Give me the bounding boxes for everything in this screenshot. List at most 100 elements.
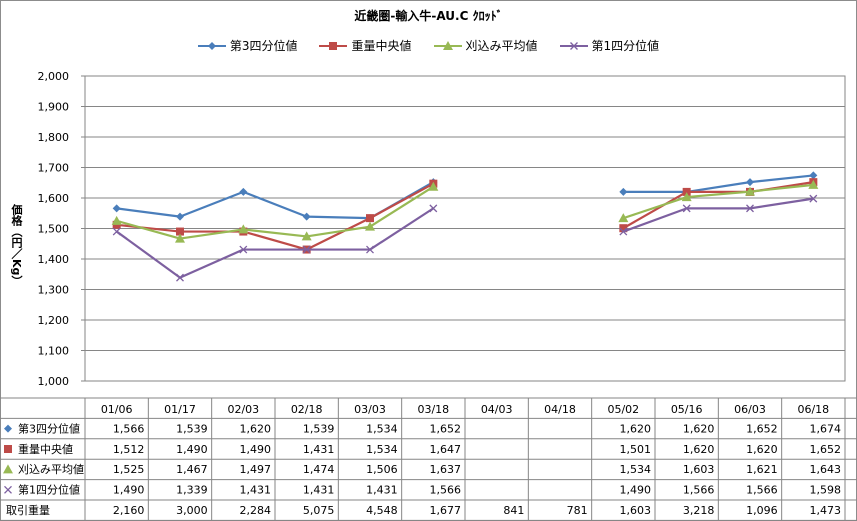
y-tick-label: 1,300	[38, 284, 70, 297]
legend-swatch	[197, 41, 226, 50]
data-point	[428, 181, 439, 191]
x-tick-label: 04/18	[544, 403, 576, 416]
data-point	[239, 187, 248, 196]
table-cell: 1,643	[810, 463, 842, 476]
data-point	[619, 224, 628, 233]
data-point	[809, 194, 818, 203]
table-cell: 4,548	[366, 504, 398, 517]
legend-label: 刈込み平均値	[465, 39, 538, 53]
data-point	[746, 204, 754, 213]
legend-item: 重量中央値	[319, 37, 412, 54]
table-cell: 1,467	[176, 463, 208, 476]
table-row-header: 刈込み平均値	[18, 463, 84, 476]
series-line	[116, 182, 434, 251]
data-point	[301, 231, 312, 241]
y-axis-label: 価格（円／Kg）	[10, 203, 23, 287]
x-tick-label: 02/18	[291, 403, 323, 416]
table-cell: 781	[567, 504, 588, 517]
legend-item: 第3四分位値	[197, 37, 297, 54]
series-line	[116, 181, 434, 220]
table-cell: 1,096	[746, 504, 778, 517]
table-cell: 2,284	[240, 504, 272, 517]
data-point	[745, 186, 755, 196]
table-cell: 1,652	[810, 443, 842, 456]
y-tick-label: 1,700	[38, 162, 70, 175]
y-tick-label: 1,200	[38, 314, 70, 327]
table-legend-key	[4, 445, 12, 453]
data-point	[111, 215, 122, 225]
legend-item: 第1四分位値	[559, 37, 660, 54]
table-cell: 1,501	[620, 443, 652, 456]
x-tick-label: 03/03	[354, 403, 386, 416]
series-line	[622, 181, 814, 230]
series-line	[622, 197, 814, 233]
data-point	[429, 204, 438, 213]
table-cell: 1,603	[620, 504, 652, 517]
data-point	[682, 187, 691, 196]
table-cell: 1,566	[113, 422, 145, 435]
table-cell: 1,490	[113, 484, 145, 497]
y-tick-label: 1,800	[38, 131, 70, 144]
table-cell: 1,534	[366, 422, 398, 435]
series-line	[116, 185, 434, 240]
table-cell: 1,525	[113, 463, 145, 476]
data-point	[176, 273, 184, 282]
table-cell: 1,620	[620, 422, 652, 435]
legend-swatch	[433, 40, 462, 50]
table-cell: 1,652	[430, 422, 462, 435]
table-cell: 1,431	[240, 484, 272, 497]
y-tick-label: 1,500	[38, 223, 70, 236]
table-cell: 1,652	[746, 422, 778, 435]
data-point	[808, 179, 819, 189]
data-point	[618, 213, 629, 223]
data-point	[176, 212, 184, 221]
data-point	[809, 171, 818, 180]
table-cell: 1,534	[366, 443, 398, 456]
table-cell: 3,000	[176, 504, 208, 517]
table-row-header: 第3四分位値	[18, 421, 80, 435]
table-cell: 1,506	[366, 463, 398, 476]
table-cell: 1,497	[240, 463, 272, 476]
x-tick-label: 05/02	[607, 403, 639, 416]
table-cell: 1,620	[240, 422, 272, 435]
data-point	[302, 212, 311, 221]
data-point	[746, 178, 754, 187]
data-point	[682, 204, 691, 213]
table-legend-key	[3, 464, 13, 474]
data-point	[175, 233, 185, 243]
legend-swatch	[559, 41, 588, 50]
y-tick-label: 1,900	[38, 101, 70, 114]
table-cell: 3,218	[683, 504, 715, 517]
table-cell: 1,620	[683, 422, 715, 435]
table-cell: 1,473	[810, 504, 842, 517]
table-cell: 1,534	[620, 463, 652, 476]
table-cell: 1,620	[746, 443, 778, 456]
table-cell: 1,637	[430, 463, 462, 476]
table-legend-key	[4, 485, 12, 494]
x-tick-label: 06/18	[797, 403, 829, 416]
data-point	[112, 227, 121, 236]
data-point	[366, 245, 374, 254]
x-tick-label: 01/17	[164, 403, 196, 416]
y-tick-label: 1,600	[38, 192, 70, 205]
data-point	[112, 204, 121, 213]
table-cell: 1,566	[746, 484, 778, 497]
table-cell: 1,339	[176, 484, 208, 497]
y-tick-label: 1,100	[38, 345, 70, 358]
table-row-header: 取引重量	[6, 503, 50, 517]
data-point	[239, 245, 248, 254]
table-cell: 1,512	[113, 443, 145, 456]
y-tick-label: 2,000	[38, 70, 70, 83]
x-tick-label: 02/03	[227, 403, 259, 416]
table-cell: 1,677	[430, 504, 462, 517]
data-point	[619, 187, 628, 196]
table-cell: 1,674	[810, 422, 842, 435]
legend-item: 刈込み平均値	[433, 37, 538, 54]
legend-label: 第1四分位値	[591, 39, 660, 53]
table-cell: 1,603	[683, 463, 715, 476]
table-cell: 1,647	[430, 443, 462, 456]
table-cell: 5,075	[303, 504, 335, 517]
table-cell: 1,598	[810, 484, 842, 497]
x-tick-label: 06/03	[734, 403, 766, 416]
